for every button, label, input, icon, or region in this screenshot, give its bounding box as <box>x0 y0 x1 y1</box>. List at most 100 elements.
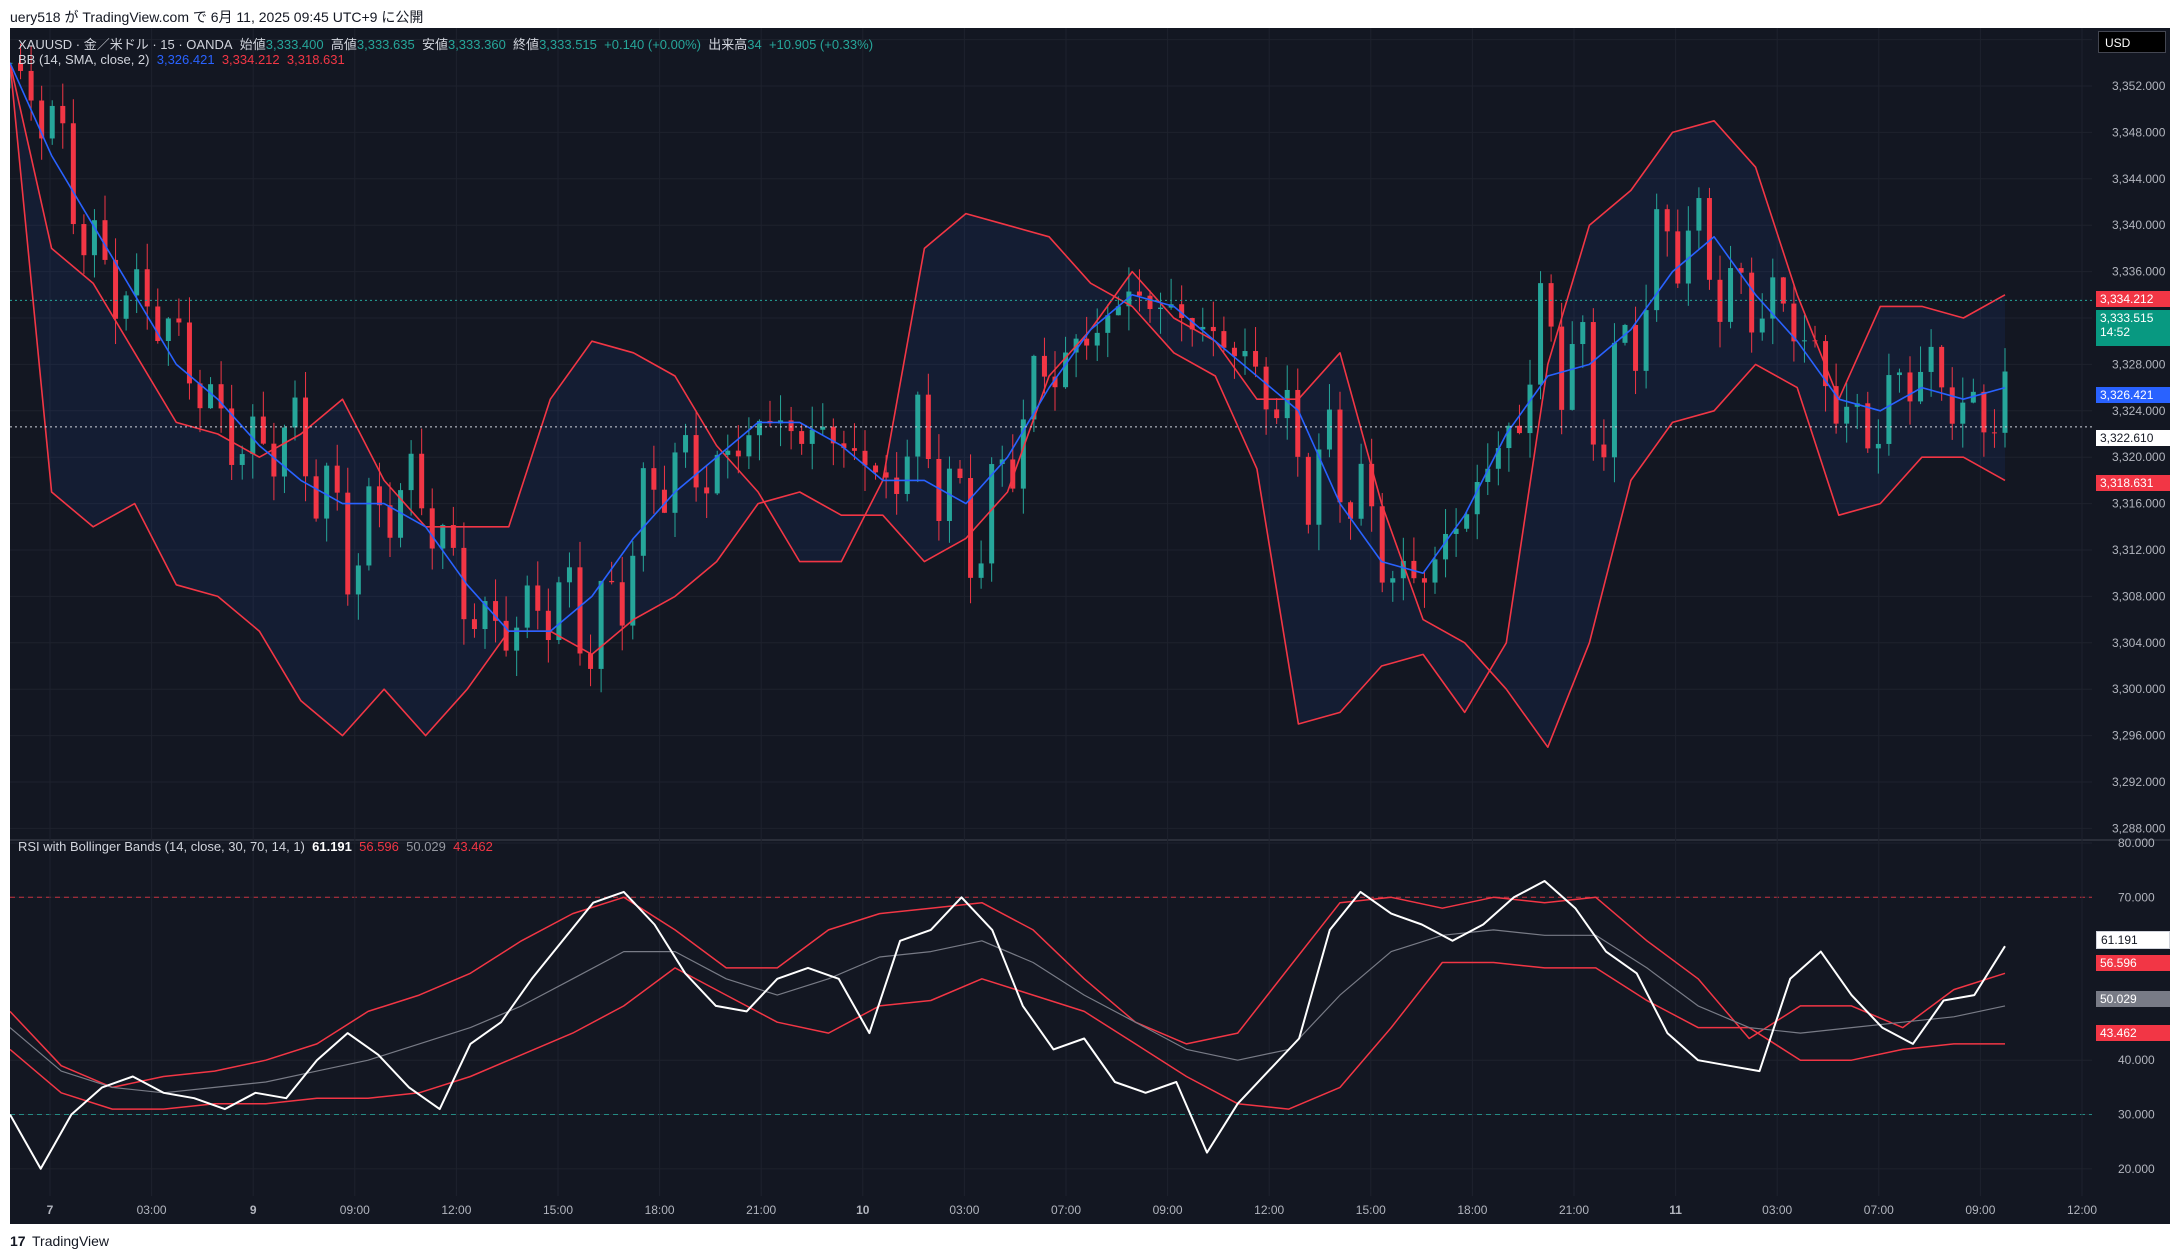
price-tick-label: 3,352.000 <box>2112 79 2166 93</box>
candle-body <box>408 453 414 491</box>
rsi-value: 61.191 <box>312 839 352 854</box>
rsi-legend[interactable]: RSI with Bollinger Bands (14, close, 30,… <box>18 839 493 854</box>
candle-body <box>566 567 572 583</box>
high-value: 3,333.635 <box>356 37 415 52</box>
candle-body <box>271 443 277 477</box>
time-tick-label: 12:00 <box>2067 1203 2097 1217</box>
candle-body <box>619 582 625 626</box>
candle-body <box>102 220 108 260</box>
price-tick-label: 3,296.000 <box>2112 729 2166 743</box>
bb-basis-price-label: 3,326.421 <box>2096 387 2170 403</box>
bb-basis-value: 3,326.421 <box>156 52 215 67</box>
symbol-name[interactable]: XAUUSD · 金／米ドル · 15 · OANDA <box>18 37 233 52</box>
candle-body <box>556 582 562 641</box>
candle-body <box>208 384 214 409</box>
candle-body <box>1675 231 1681 284</box>
candle-body <box>376 486 382 506</box>
candle-body <box>545 610 551 641</box>
candle-body <box>746 435 752 457</box>
candle-body <box>49 105 55 139</box>
tradingview-logo-icon[interactable]: 17 <box>10 1233 26 1249</box>
candle-body <box>1506 425 1512 449</box>
candle-body <box>1485 468 1491 483</box>
candle-body <box>1907 372 1913 402</box>
tradingview-brand[interactable]: TradingView <box>32 1233 110 1249</box>
time-tick-label: 07:00 <box>1864 1203 1894 1217</box>
candle-body <box>1105 315 1111 333</box>
volume-label: 出来高 <box>708 37 748 52</box>
candle-body <box>70 123 76 225</box>
candle-body <box>1253 351 1259 367</box>
candle-body <box>651 468 657 490</box>
rsi-tick-label: 20.000 <box>2118 1162 2155 1176</box>
candle-body <box>1981 391 1987 433</box>
candle-body <box>1886 375 1892 444</box>
price-tick-label: 3,340.000 <box>2112 218 2166 232</box>
open-label: 始値 <box>239 37 266 52</box>
bb-lower-value: 3,318.631 <box>286 52 345 67</box>
chart-canvas[interactable]: 3,288.000 3,292.000 3,296.000 3,300.000 3,30… <box>10 28 2170 1224</box>
candle-body <box>1738 268 1744 273</box>
candle-body <box>704 487 710 494</box>
rsi-name: RSI with Bollinger Bands (14, close, 30,… <box>18 839 305 854</box>
candle-body <box>281 427 287 477</box>
candle-body <box>1369 463 1375 507</box>
candle-body <box>1590 322 1596 445</box>
chart-area[interactable]: 3,288.000 3,292.000 3,296.000 3,300.000 3,30… <box>10 28 2170 1224</box>
bb-lower-price-label: 3,318.631 <box>2096 475 2170 491</box>
candle-body <box>1569 344 1575 410</box>
rsi-bb-upper-line <box>10 896 2006 1089</box>
candle-body <box>144 269 150 307</box>
candle-body <box>1516 425 1522 434</box>
published-by-text: uery518 が TradingView.com で 6月 11, 2025 … <box>10 9 424 25</box>
candle-body <box>1337 409 1343 503</box>
candle-body <box>186 322 192 384</box>
price-tick-label: 3,328.000 <box>2112 357 2166 371</box>
candle-body <box>1126 291 1132 307</box>
candle-body <box>598 580 604 669</box>
candle-body <box>894 477 900 494</box>
time-tick-label: 09:00 <box>1153 1203 1183 1217</box>
rsi-basis-axis-label: 50.029 <box>2096 991 2170 1007</box>
candle-body <box>1464 514 1470 529</box>
candle-body <box>820 426 826 430</box>
candle-body <box>788 420 794 432</box>
bb-legend[interactable]: BB (14, SMA, close, 2) 3,326.421 3,334.2… <box>18 52 345 67</box>
candle-body <box>1918 371 1924 402</box>
candle-body <box>1284 389 1290 419</box>
candle-body <box>2002 371 2008 433</box>
rsi-lower-axis-label: 43.462 <box>2096 1025 2170 1041</box>
candle-body <box>10 62 13 64</box>
candle-body <box>1685 230 1691 284</box>
candle-body <box>1421 578 1427 583</box>
candle-body <box>1949 387 1955 424</box>
time-tick-label: 11 <box>1669 1203 1682 1217</box>
candle-body <box>1411 560 1417 579</box>
candle-body <box>1759 318 1765 333</box>
crosshair-price-label: 3,322.610 <box>2096 430 2170 446</box>
candle-body <box>91 220 97 256</box>
candle-body <box>1633 324 1639 371</box>
candle-body <box>1115 306 1121 316</box>
candle-body <box>989 464 995 564</box>
candle-body <box>239 454 245 465</box>
bb-upper-price-label: 3,334.212 <box>2096 291 2170 307</box>
bb-upper-line <box>10 62 2006 725</box>
currency-button[interactable]: USD <box>2098 31 2166 53</box>
candle-body <box>925 394 931 459</box>
candle-body <box>1094 332 1100 346</box>
low-label: 安値 <box>421 37 448 52</box>
price-tick-label: 3,336.000 <box>2112 265 2166 279</box>
rsi-tick-label: 40.000 <box>2118 1053 2155 1067</box>
candle-body <box>1231 347 1237 357</box>
candle-body <box>809 429 815 444</box>
candle-body <box>1780 277 1786 304</box>
time-tick-label: 09:00 <box>340 1203 370 1217</box>
candle-body <box>493 601 499 621</box>
candle-body <box>1495 448 1501 469</box>
candle-body <box>450 525 456 548</box>
last-price-label: 3,333.515 14:52 <box>2096 310 2170 346</box>
candle-body <box>1844 406 1850 424</box>
candle-body <box>577 567 583 654</box>
rsi-tick-label: 70.000 <box>2118 890 2155 904</box>
